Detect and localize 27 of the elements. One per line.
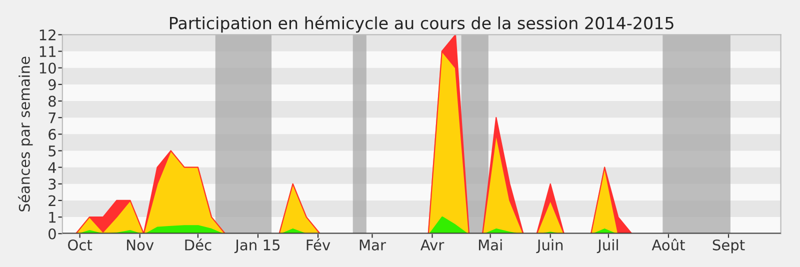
x-tick-label: Sept [712,239,745,254]
y-tick-label: 10 [40,62,56,74]
x-tick-label: Juin [536,239,563,254]
x-tick-label: Déc [185,238,212,250]
x-tick-label: Mar [360,240,386,250]
x-tick-label: Fév [306,238,330,250]
y-tick-label: 6 [48,128,56,140]
y-tick-label: 9 [48,79,56,90]
y-tick-label: 12 [40,29,56,40]
y-axis-title: Séances par semaine [18,56,33,212]
y-tick-label: 3 [48,178,56,190]
y-tick-label: 2 [48,195,56,206]
y-tick-label: 5 [48,146,56,156]
y-tick-label: 8 [48,96,56,107]
y-tick-label: 4 [48,162,56,173]
chart-title: Participation en hémicycle au cours de la session 2014-2015 [170,16,674,33]
x-tick-label: Mai [478,239,502,250]
y-tick-label: 11 [40,46,56,57]
x-tick-label: Jan 15 [234,240,280,254]
y-tick-label: 1 [49,212,56,223]
x-tick-label: Juil [596,239,618,254]
x-tick-label: Oct [68,239,92,250]
x-tick-label: Août [652,238,685,250]
y-tick-label: 0 [48,228,56,240]
y-tick-label: 7 [48,112,56,124]
x-tick-label: Nov [127,240,154,250]
x-tick-label: Avr [420,240,444,250]
